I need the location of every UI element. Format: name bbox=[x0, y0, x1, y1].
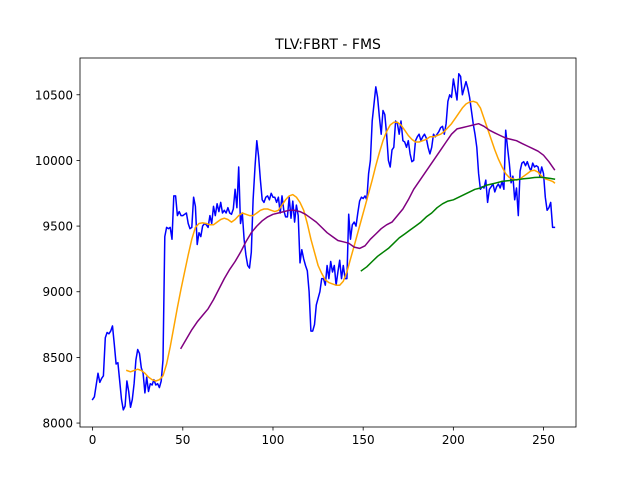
y-tick-label: 10500 bbox=[35, 88, 73, 102]
series-line-1 bbox=[91, 73, 556, 411]
x-tick-label: 0 bbox=[89, 433, 97, 447]
x-tick-label: 100 bbox=[262, 433, 285, 447]
plot-frame bbox=[79, 57, 577, 428]
series-line-3 bbox=[179, 122, 556, 350]
series-line-4 bbox=[360, 176, 556, 272]
x-tick-label: 150 bbox=[352, 433, 375, 447]
y-tick-label: 10000 bbox=[35, 154, 73, 168]
y-tick-label: 9500 bbox=[42, 220, 73, 234]
series-layer bbox=[91, 73, 556, 411]
x-tick-label: 250 bbox=[532, 433, 555, 447]
x-tick-label: 200 bbox=[442, 433, 465, 447]
chart-title: TLV:FBRT - FMS bbox=[274, 37, 381, 53]
y-tick-label: 9000 bbox=[42, 285, 73, 299]
y-tick-label: 8500 bbox=[42, 351, 73, 365]
axes-layer: 0 50 100 150 200 250 8000 8500 9000 9500 10000 1050… bbox=[35, 57, 577, 447]
y-tick-label: 8000 bbox=[42, 417, 73, 431]
series-line-2 bbox=[125, 100, 556, 382]
x-tick-label: 50 bbox=[175, 433, 190, 447]
